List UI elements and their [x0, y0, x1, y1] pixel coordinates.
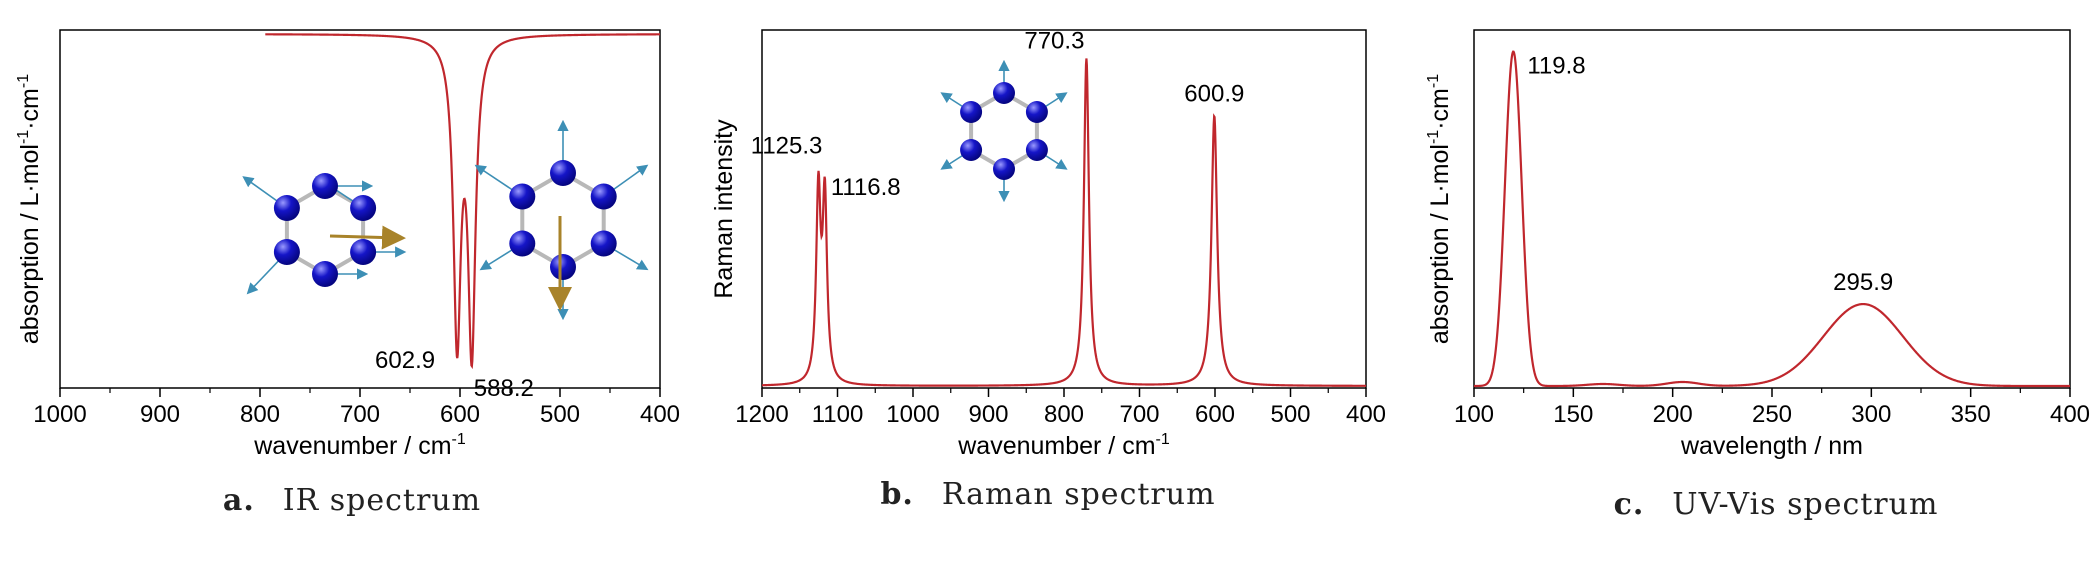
peak-label: 602.9 — [375, 347, 435, 374]
x-axis-label: wavenumber / cm-1 — [957, 431, 1170, 460]
atom — [1025, 139, 1048, 161]
x-tick-label: 200 — [1653, 401, 1693, 428]
atom — [350, 239, 377, 265]
x-tick-label: 400 — [2050, 401, 2090, 428]
y-axis-label: Raman intensity — [710, 119, 738, 299]
atom — [550, 254, 576, 280]
x-axis-label-main: wavenumber / cm — [253, 432, 451, 460]
atom — [590, 183, 617, 210]
dipole-arrow — [329, 225, 406, 250]
caption-text: IR spectrum — [283, 483, 481, 518]
y-axis-label-main: absorption / L·mol — [1426, 144, 1454, 344]
x-axis-label-main: wavenumber / cm — [957, 432, 1155, 460]
x-tick-label: 600 — [440, 401, 480, 428]
x-tick-label: 500 — [540, 401, 580, 428]
atom — [960, 139, 983, 161]
atom — [993, 82, 1015, 104]
y-axis-label-sup: -1 — [1425, 74, 1442, 88]
x-tick-label: 1000 — [886, 401, 939, 428]
ir-mode-molecule-right — [474, 119, 649, 321]
x-tick-label: 600 — [1195, 401, 1235, 428]
x-tick-label: 800 — [240, 401, 280, 428]
caption-letter: a. — [223, 483, 255, 518]
x-tick-label: 500 — [1270, 401, 1310, 428]
x-tick-label: 900 — [968, 401, 1008, 428]
chart-panel-raman: 1200 1100 1000 900 800 700 600 500 400 wavenumber… — [710, 27, 1386, 512]
plot-frame — [1473, 29, 2071, 389]
x-axis-label-sup: -1 — [1156, 431, 1170, 448]
x-tick-label: 700 — [340, 401, 380, 428]
x-tick-label: 1000 — [33, 401, 86, 428]
x-axis-label-sup: -1 — [452, 431, 466, 448]
x-tick-label: 100 — [1454, 401, 1494, 428]
atom — [993, 158, 1015, 180]
x-tick-label: 800 — [1044, 401, 1084, 428]
peak-label: 295.9 — [1833, 269, 1893, 296]
x-axis-label: wavelength / nm — [1680, 432, 1863, 460]
caption-letter: c. — [1614, 487, 1645, 522]
atom — [312, 261, 338, 287]
plot-frame — [761, 29, 1367, 389]
panel-caption: b. Raman spectrum — [880, 477, 1215, 512]
atom — [590, 230, 617, 257]
y-axis-label-main: absorption / L·mol — [16, 144, 44, 344]
spectrum-line — [265, 33, 660, 370]
y-axis-label: absorption / L·mol-1·cm-1 — [15, 74, 44, 344]
ir-mode-molecule-left — [242, 173, 407, 295]
atom — [312, 173, 338, 199]
peak-label: 1116.8 — [831, 174, 901, 201]
x-axis-label-main: wavelength / nm — [1680, 432, 1863, 460]
x-axis-label: wavenumber / cm-1 — [253, 431, 466, 460]
atom — [509, 230, 536, 257]
y-axis-label-mid: ·cm — [1426, 88, 1454, 130]
atom — [273, 195, 300, 221]
atom — [960, 101, 983, 123]
x-tick-label: 300 — [1851, 401, 1891, 428]
peak-label: 770.3 — [1024, 27, 1084, 54]
peak-label: 600.9 — [1184, 81, 1244, 108]
y-axis-label-mid: ·cm — [16, 88, 44, 130]
caption-letter: b. — [880, 477, 913, 512]
x-tick-label: 400 — [640, 401, 680, 428]
x-tick-label: 700 — [1119, 401, 1159, 428]
x-tick-label: 400 — [1346, 401, 1386, 428]
y-axis-label-sup: -1 — [15, 74, 32, 88]
atom — [273, 239, 300, 265]
caption-text: Raman spectrum — [942, 477, 1216, 512]
x-tick-label: 900 — [140, 401, 180, 428]
spectrum-line — [1473, 50, 2070, 388]
peak-label: 588.2 — [474, 375, 534, 402]
raman-mode-molecule — [940, 59, 1068, 203]
atom — [1025, 101, 1048, 123]
y-axis-label-main: Raman intensity — [710, 119, 738, 299]
x-tick-label: 1100 — [812, 401, 864, 428]
y-axis-label-sup: -1 — [1425, 130, 1442, 144]
peak-label: 119.8 — [1527, 53, 1585, 80]
caption-text: UV-Vis spectrum — [1672, 487, 1938, 522]
y-axis-label: absorption / L·mol-1·cm-1 — [1425, 74, 1454, 344]
atom — [509, 183, 536, 210]
y-axis-label-sup: -1 — [15, 130, 32, 144]
spectrum-line — [761, 58, 1366, 387]
chart-panel-uvvis: 100 150 200 250 300 350 400 wavelength / nm abso… — [1425, 29, 2090, 522]
atom — [350, 195, 377, 221]
x-tick-label: 350 — [1951, 401, 1991, 428]
panel-caption: a. IR spectrum — [223, 483, 481, 518]
atom — [550, 160, 576, 186]
x-tick-label: 1200 — [735, 401, 788, 428]
x-tick-label: 150 — [1553, 401, 1593, 428]
x-tick-label: 250 — [1752, 401, 1792, 428]
panel-caption: c. UV-Vis spectrum — [1614, 487, 1939, 522]
peak-label: 1125.3 — [751, 132, 823, 159]
